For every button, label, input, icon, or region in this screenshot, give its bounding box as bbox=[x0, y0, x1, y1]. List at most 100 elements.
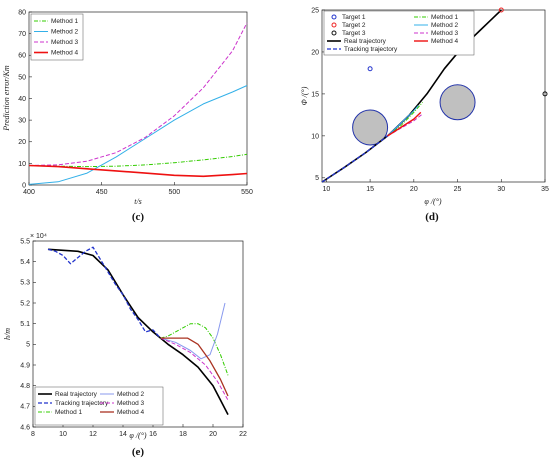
d-legend-target-marker-2 bbox=[331, 30, 337, 36]
d-legend-target-marker-1 bbox=[331, 22, 337, 28]
chart-e-y-ticks: 4.6 4.7 4.8 4.9 5 5.1 5.2 5.3 5.4 5.5 bbox=[20, 238, 36, 431]
d-obstacle-0 bbox=[352, 109, 389, 146]
chart-c-series bbox=[28, 22, 248, 185]
c-series-line-2 bbox=[28, 22, 248, 166]
chart-d-ylabel: Φ /(°) bbox=[300, 86, 309, 105]
chart-d-targets bbox=[367, 7, 548, 97]
e-xtick-label: 8 bbox=[31, 431, 35, 438]
d-series-line-2 bbox=[387, 101, 423, 137]
e-ytick-label: 5 bbox=[26, 342, 30, 349]
d-series-line-5 bbox=[387, 111, 422, 137]
c-xtick-label: 500 bbox=[168, 189, 180, 196]
e-xtick-label: 22 bbox=[239, 431, 247, 438]
chart-e-series bbox=[47, 246, 229, 415]
c-series-line-3 bbox=[28, 164, 248, 178]
c-ytick-label: 80 bbox=[18, 9, 26, 16]
e-ytick-label: 4.9 bbox=[20, 362, 30, 369]
e-series-line-5 bbox=[160, 337, 229, 397]
c-legend-entry-2-label: Method 3 bbox=[51, 39, 78, 46]
d-ytick-label: 15 bbox=[311, 91, 319, 98]
d-legend-target-marker-0 bbox=[331, 14, 337, 20]
chart-d-caption: (d) bbox=[425, 211, 439, 223]
d-legend-method-1-label: Method 2 bbox=[431, 22, 458, 29]
e-series-line-4 bbox=[160, 337, 229, 401]
e-xtick-label: 16 bbox=[149, 431, 157, 438]
e-ytick-label: 5.3 bbox=[20, 280, 30, 287]
chart-d-series bbox=[321, 9, 502, 183]
e-xtick-label: 12 bbox=[89, 431, 97, 438]
e-ytick-label: 5.4 bbox=[20, 259, 30, 266]
chart-d-obstacles bbox=[352, 84, 476, 146]
c-ytick-label: 60 bbox=[18, 53, 26, 60]
c-xtick-label: 550 bbox=[241, 189, 253, 196]
e-legend-tracking-label: Tracking trajectory bbox=[55, 400, 109, 407]
d-legend-target-label-0: Target 1 bbox=[342, 14, 366, 21]
d-xtick-label: 20 bbox=[410, 186, 418, 193]
chart-e-legend: Real trajectory Tracking trajectory Method… bbox=[34, 386, 164, 426]
c-ytick-label: 10 bbox=[18, 161, 26, 168]
c-legend-entry-3-label: Method 4 bbox=[51, 50, 78, 57]
e-legend-real-label: Real trajectory bbox=[55, 391, 98, 398]
c-xtick-label: 450 bbox=[96, 189, 108, 196]
d-xtick-label: 30 bbox=[497, 186, 505, 193]
e-xtick-label: 20 bbox=[209, 431, 217, 438]
c-xtick-label: 400 bbox=[23, 189, 35, 196]
chart-c-y-ticks: 0 10 20 30 40 50 60 70 80 bbox=[18, 9, 32, 189]
e-xtick-label: 14 bbox=[119, 431, 127, 438]
d-legend-target-label-2: Target 3 bbox=[342, 30, 366, 37]
e-ytick-label: 5.2 bbox=[20, 300, 30, 307]
chart-e-ylabel: h/m bbox=[3, 328, 12, 340]
c-ytick-label: 30 bbox=[18, 118, 26, 125]
chart-c-ylabel: Prediction error/Km bbox=[2, 65, 11, 132]
chart-e-caption: (e) bbox=[132, 446, 145, 458]
chart-c-x-ticks: 400 450 500 550 bbox=[23, 182, 253, 196]
chart-c-caption: (c) bbox=[132, 211, 145, 223]
d-legend-method-0-label: Method 1 bbox=[431, 14, 458, 21]
c-ytick-label: 70 bbox=[18, 31, 26, 38]
chart-e-y-multiplier: × 10⁴ bbox=[30, 233, 47, 240]
d-legend-real-label: Real trajectory bbox=[344, 38, 387, 45]
d-legend-target-label-1: Target 2 bbox=[342, 22, 366, 29]
d-ytick-label: 20 bbox=[311, 49, 319, 56]
d-ytick-label: 5 bbox=[315, 175, 319, 182]
d-series-line-3 bbox=[387, 105, 419, 137]
c-ytick-label: 40 bbox=[18, 96, 26, 103]
e-ytick-label: 5.5 bbox=[20, 238, 30, 245]
e-legend-method-4-label: Method 4 bbox=[117, 409, 144, 416]
d-target-point-2 bbox=[542, 91, 548, 97]
chart-d-x-ticks: 10 15 20 25 30 35 bbox=[322, 179, 549, 193]
e-ytick-label: 5.1 bbox=[20, 321, 30, 328]
d-ytick-label: 10 bbox=[311, 133, 319, 140]
d-legend-tracking-label: Tracking trajectory bbox=[344, 46, 398, 53]
chart-d-y-ticks: 5 10 15 20 25 bbox=[311, 7, 325, 182]
d-xtick-label: 10 bbox=[322, 186, 330, 193]
e-legend-method-3-label: Method 3 bbox=[117, 400, 144, 407]
d-target-point-1 bbox=[498, 7, 504, 13]
chart-d-xlabel: φ /(°) bbox=[424, 197, 442, 206]
e-ytick-label: 4.8 bbox=[20, 383, 30, 390]
c-ytick-label: 20 bbox=[18, 139, 26, 146]
d-xtick-label: 35 bbox=[541, 186, 549, 193]
c-legend-entry-0-label: Method 1 bbox=[51, 18, 78, 25]
d-ytick-label: 25 bbox=[311, 7, 319, 14]
e-xtick-label: 10 bbox=[59, 431, 67, 438]
e-legend-box bbox=[34, 386, 164, 426]
d-xtick-label: 25 bbox=[454, 186, 462, 193]
d-legend-method-2-label: Method 3 bbox=[431, 30, 458, 37]
c-ytick-label: 0 bbox=[22, 182, 26, 189]
d-xtick-label: 15 bbox=[366, 186, 374, 193]
chart-c-legend: Method 1 Method 2 Method 3 Method 4 bbox=[30, 13, 84, 61]
e-series-line-3 bbox=[160, 302, 226, 360]
e-ytick-label: 4.7 bbox=[20, 404, 30, 411]
c-series-line-0 bbox=[28, 153, 248, 168]
e-series-line-0 bbox=[47, 248, 229, 415]
chart-c-xlabel: t/s bbox=[134, 197, 142, 206]
c-legend-entry-1-label: Method 2 bbox=[51, 29, 78, 36]
chart-c: 0 10 20 30 40 50 60 70 80 400 450 500 550 Predictio… bbox=[2, 9, 253, 223]
chart-e-x-ticks: 8 10 12 14 16 18 20 22 bbox=[31, 424, 247, 438]
e-legend-method-1-label: Method 1 bbox=[55, 409, 82, 416]
e-legend-method-2-label: Method 2 bbox=[117, 391, 144, 398]
